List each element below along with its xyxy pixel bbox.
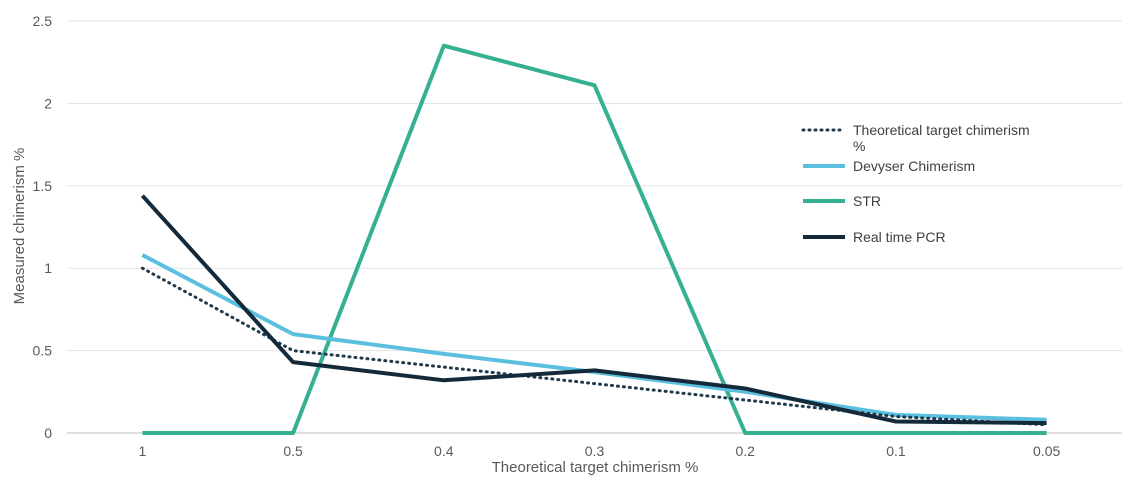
x-tick-label: 0.3 — [585, 443, 605, 459]
legend-label: Theoretical target chimerism% — [853, 122, 1030, 154]
y-tick-label: 1.5 — [33, 178, 53, 194]
legend: Theoretical target chimerism % Devyser Chi… — [801, 122, 1030, 245]
y-tick-label: 1 — [44, 260, 52, 276]
axis-ticks: 0 0.5 1 1.5 2 2.5 1 0.5 0.4 0.3 0.2 0.1 0.05 — [33, 13, 1061, 459]
x-tick-label: 0.5 — [283, 443, 303, 459]
series-line-real-time-pcr — [140, 194, 1047, 426]
x-tick-label: 0.1 — [886, 443, 906, 459]
series-line-str — [142, 43, 1047, 435]
legend-label: STR — [853, 193, 881, 209]
legend-label: Real time PCR — [853, 229, 946, 245]
y-tick-label: 2.5 — [33, 13, 53, 29]
x-tick-label: 1 — [138, 443, 146, 459]
series-line-devyser-chimerism — [141, 253, 1047, 422]
x-tick-label: 0.2 — [735, 443, 755, 459]
y-tick-label: 0.5 — [33, 343, 53, 359]
x-tick-label: 0.4 — [434, 443, 454, 459]
x-axis-title: Theoretical target chimerism % — [492, 459, 699, 476]
series-lines — [140, 43, 1049, 435]
series-line-theoretical-target-chimerism — [140, 266, 1049, 427]
y-axis-title: Measured chimerism % — [11, 148, 28, 305]
y-tick-label: 0 — [44, 425, 52, 441]
x-tick-label: 0.05 — [1033, 443, 1060, 459]
y-tick-label: 2 — [44, 95, 52, 111]
legend-label: Devyser Chimerism — [853, 158, 975, 174]
